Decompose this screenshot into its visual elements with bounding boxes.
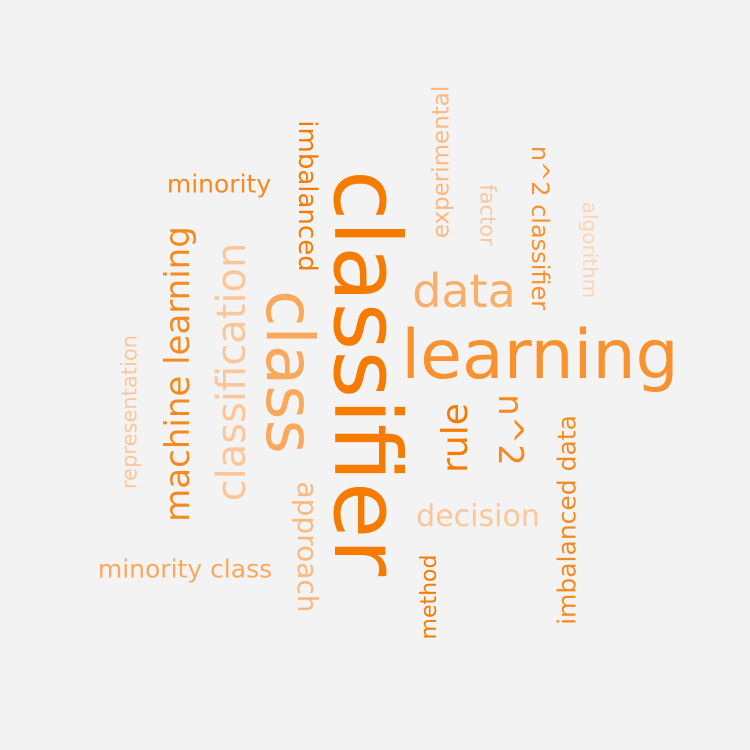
word-n2-classifier: n^2 classifier <box>526 145 554 311</box>
word-data: data <box>412 264 516 318</box>
word-minority: minority <box>166 169 272 199</box>
word-algorithm: algorithm <box>578 201 602 299</box>
word-class: class <box>251 290 328 454</box>
word-imbalanced-data: imbalanced data <box>552 415 582 625</box>
word-classifier: classifier <box>313 169 420 577</box>
word-representation: representation <box>117 334 142 490</box>
word-machine-learning: machine learning <box>158 226 198 522</box>
word-decision: decision <box>416 499 540 534</box>
word-minority-class: minority class <box>97 554 273 584</box>
word-learning: learning <box>401 316 679 395</box>
word-approach: approach <box>291 481 324 613</box>
word-experimental: experimental <box>428 85 455 239</box>
word-imbalanced: imbalanced <box>292 120 322 272</box>
word-n2: n^2 <box>490 394 530 466</box>
word-method: method <box>417 554 442 640</box>
word-rule: rule <box>435 403 476 473</box>
word-factor: factor <box>475 184 500 246</box>
word-classification: classification <box>209 242 255 502</box>
